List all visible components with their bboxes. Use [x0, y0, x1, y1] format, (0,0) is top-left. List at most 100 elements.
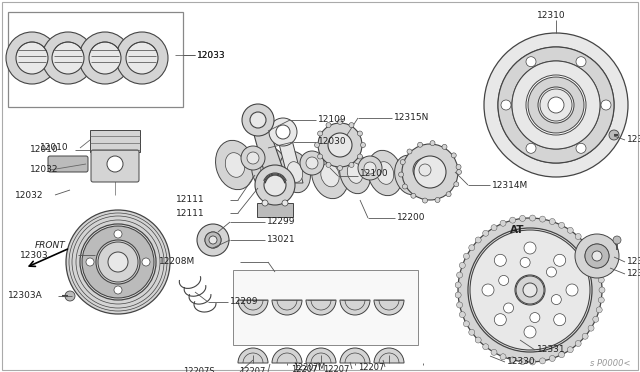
- Circle shape: [82, 226, 154, 298]
- Circle shape: [593, 316, 599, 322]
- Circle shape: [80, 224, 156, 300]
- Circle shape: [500, 220, 506, 226]
- Ellipse shape: [348, 163, 363, 183]
- Circle shape: [509, 217, 516, 223]
- Circle shape: [349, 123, 354, 128]
- Circle shape: [317, 131, 323, 136]
- Circle shape: [588, 325, 594, 331]
- Wedge shape: [340, 300, 370, 315]
- Circle shape: [575, 234, 619, 278]
- Circle shape: [357, 154, 362, 159]
- Circle shape: [549, 218, 556, 225]
- Circle shape: [403, 184, 408, 189]
- Text: 12111: 12111: [177, 196, 205, 205]
- Circle shape: [494, 254, 506, 266]
- Circle shape: [576, 143, 586, 153]
- Circle shape: [512, 61, 600, 149]
- Circle shape: [454, 182, 459, 187]
- Text: 12208M: 12208M: [159, 257, 195, 266]
- Circle shape: [567, 347, 573, 353]
- Text: 12032: 12032: [30, 166, 58, 174]
- Text: 12033: 12033: [197, 51, 226, 60]
- Circle shape: [455, 292, 461, 298]
- Circle shape: [86, 258, 94, 266]
- Circle shape: [357, 131, 362, 136]
- Circle shape: [523, 283, 537, 297]
- Circle shape: [241, 146, 265, 170]
- Circle shape: [524, 326, 536, 338]
- Text: 12207: 12207: [358, 362, 384, 372]
- Circle shape: [476, 337, 481, 343]
- Circle shape: [6, 32, 58, 84]
- Text: 12303: 12303: [20, 250, 49, 260]
- Ellipse shape: [367, 150, 403, 196]
- Circle shape: [89, 42, 121, 74]
- FancyBboxPatch shape: [91, 150, 139, 182]
- Circle shape: [559, 222, 564, 228]
- Text: 12310A: 12310A: [627, 257, 640, 266]
- Circle shape: [463, 321, 469, 327]
- FancyBboxPatch shape: [48, 156, 88, 172]
- Text: 12303A: 12303A: [8, 292, 43, 301]
- Circle shape: [484, 33, 628, 177]
- Circle shape: [593, 258, 599, 264]
- Wedge shape: [306, 348, 336, 363]
- Circle shape: [524, 242, 536, 254]
- Circle shape: [515, 275, 545, 305]
- Ellipse shape: [260, 158, 279, 182]
- Circle shape: [337, 166, 342, 170]
- Text: 12331: 12331: [537, 346, 566, 355]
- Circle shape: [456, 170, 461, 174]
- Circle shape: [205, 232, 221, 248]
- Circle shape: [526, 75, 586, 135]
- Text: 12030: 12030: [318, 138, 347, 147]
- Ellipse shape: [395, 155, 426, 195]
- Circle shape: [276, 125, 290, 139]
- Circle shape: [456, 302, 463, 308]
- Circle shape: [598, 297, 604, 303]
- Bar: [90, 130, 140, 152]
- Circle shape: [540, 358, 545, 364]
- Circle shape: [512, 61, 600, 149]
- Circle shape: [476, 237, 481, 243]
- Circle shape: [414, 156, 446, 188]
- Circle shape: [458, 218, 602, 362]
- Circle shape: [547, 267, 556, 277]
- Circle shape: [269, 118, 297, 146]
- Circle shape: [358, 156, 382, 180]
- Circle shape: [501, 100, 511, 110]
- Circle shape: [494, 314, 506, 326]
- Circle shape: [126, 42, 158, 74]
- Circle shape: [498, 47, 614, 163]
- Wedge shape: [272, 300, 302, 315]
- Ellipse shape: [312, 151, 348, 199]
- Circle shape: [114, 286, 122, 294]
- Wedge shape: [238, 300, 268, 315]
- Wedge shape: [340, 348, 370, 363]
- Circle shape: [247, 152, 259, 164]
- Circle shape: [455, 282, 461, 288]
- Circle shape: [114, 230, 122, 238]
- Ellipse shape: [252, 146, 289, 194]
- Circle shape: [470, 230, 590, 350]
- Circle shape: [582, 333, 588, 339]
- Circle shape: [399, 172, 404, 177]
- Circle shape: [326, 123, 331, 128]
- Bar: [257, 203, 293, 217]
- Ellipse shape: [216, 140, 255, 190]
- Circle shape: [16, 42, 48, 74]
- Text: FRONT: FRONT: [35, 241, 66, 250]
- Circle shape: [446, 192, 451, 197]
- Text: 12109: 12109: [318, 115, 347, 125]
- Circle shape: [613, 236, 621, 244]
- Circle shape: [516, 276, 544, 304]
- Circle shape: [456, 164, 461, 170]
- Circle shape: [306, 157, 318, 169]
- Circle shape: [601, 100, 611, 110]
- Ellipse shape: [321, 163, 339, 187]
- Circle shape: [116, 32, 168, 84]
- Text: 12207S: 12207S: [184, 368, 215, 372]
- Text: 12314M: 12314M: [492, 180, 528, 189]
- Polygon shape: [250, 120, 285, 175]
- Circle shape: [526, 143, 536, 153]
